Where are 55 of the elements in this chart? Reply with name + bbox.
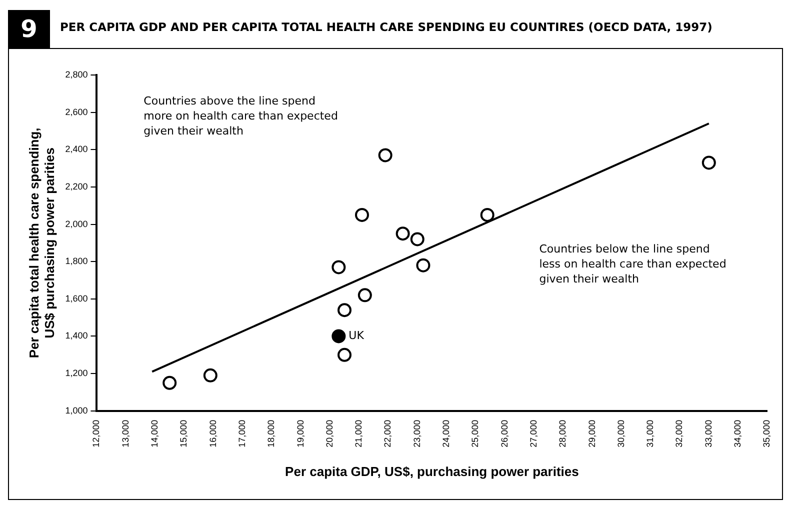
point bbox=[378, 148, 392, 162]
x-tick-label: 18,000 bbox=[266, 420, 276, 448]
x-tick-label: 33,000 bbox=[703, 420, 714, 448]
series-label: UK bbox=[348, 329, 365, 342]
x-tick-label: 34,000 bbox=[732, 420, 743, 448]
y-tick-label: 1,200 bbox=[65, 368, 88, 378]
point bbox=[355, 208, 369, 222]
x-tick-label: 25,000 bbox=[470, 420, 480, 448]
point bbox=[358, 288, 372, 302]
x-tick-label: 30,000 bbox=[616, 420, 626, 448]
x-tick-label: 21,000 bbox=[354, 420, 364, 448]
x-tick-label: 31,000 bbox=[645, 420, 656, 448]
point bbox=[410, 232, 424, 246]
x-tick-label: 12,000 bbox=[91, 420, 102, 448]
y-tick-label: 2,600 bbox=[65, 106, 88, 117]
point bbox=[338, 348, 352, 362]
y-axis-title: Per capita total health care spending, US$ purchasing power parities bbox=[26, 128, 57, 358]
point bbox=[338, 303, 352, 318]
x-tick-label: 17,000 bbox=[236, 420, 247, 448]
point bbox=[702, 156, 716, 170]
y-tick-label: 2,000 bbox=[65, 218, 88, 229]
text: 9 bbox=[8, 10, 50, 48]
point bbox=[480, 208, 494, 222]
x-tick-label: 13,000 bbox=[120, 420, 130, 448]
point bbox=[332, 329, 346, 344]
x-tick-label: 19,000 bbox=[295, 420, 306, 448]
annotation: Countries above the line spend more on health care than expected given their wealth bbox=[144, 94, 338, 138]
y-tick-label: 1,600 bbox=[65, 293, 88, 304]
y-tick-label: 2,800 bbox=[65, 69, 88, 80]
y-tick-label: 2,400 bbox=[65, 144, 88, 154]
x-tick-label: 22,000 bbox=[382, 420, 393, 448]
x-tick-label: 35,000 bbox=[762, 420, 772, 448]
y-tick-label: 1,400 bbox=[65, 330, 88, 341]
x-tick-label: 23,000 bbox=[412, 420, 422, 448]
x-tick-label: 14,000 bbox=[150, 420, 160, 448]
y-tick-label: 1,800 bbox=[65, 256, 88, 266]
point bbox=[162, 376, 177, 390]
x-tick-label: 24,000 bbox=[441, 420, 452, 448]
x-tick-label: 26,000 bbox=[499, 420, 510, 448]
point bbox=[396, 226, 410, 241]
x-tick-label: 27,000 bbox=[528, 420, 538, 448]
point bbox=[332, 260, 346, 274]
point bbox=[203, 368, 218, 382]
x-tick-label: 15,000 bbox=[178, 420, 189, 448]
x-tick-label: 20,000 bbox=[324, 420, 334, 448]
chart-title: PER CAPITA GDP AND PER CAPITA TOTAL HEALTH CARE SPENDING EU COUNTIRES (OECD DATA, 1997) bbox=[60, 20, 712, 34]
point bbox=[416, 258, 430, 272]
x-tick-label: 28,000 bbox=[558, 420, 568, 448]
y-tick-label: 1,000 bbox=[65, 405, 88, 416]
x-tick-label: 16,000 bbox=[208, 420, 218, 448]
x-tick-label: 29,000 bbox=[586, 420, 597, 448]
y-tick-label: 2,200 bbox=[65, 181, 88, 192]
x-axis-title: Per capita GDP, US$, purchasing power parities bbox=[285, 464, 579, 479]
x-tick-label: 32,000 bbox=[674, 420, 684, 448]
annotation: Countries below the line spend less on health care than expected given their wealth bbox=[539, 242, 726, 286]
